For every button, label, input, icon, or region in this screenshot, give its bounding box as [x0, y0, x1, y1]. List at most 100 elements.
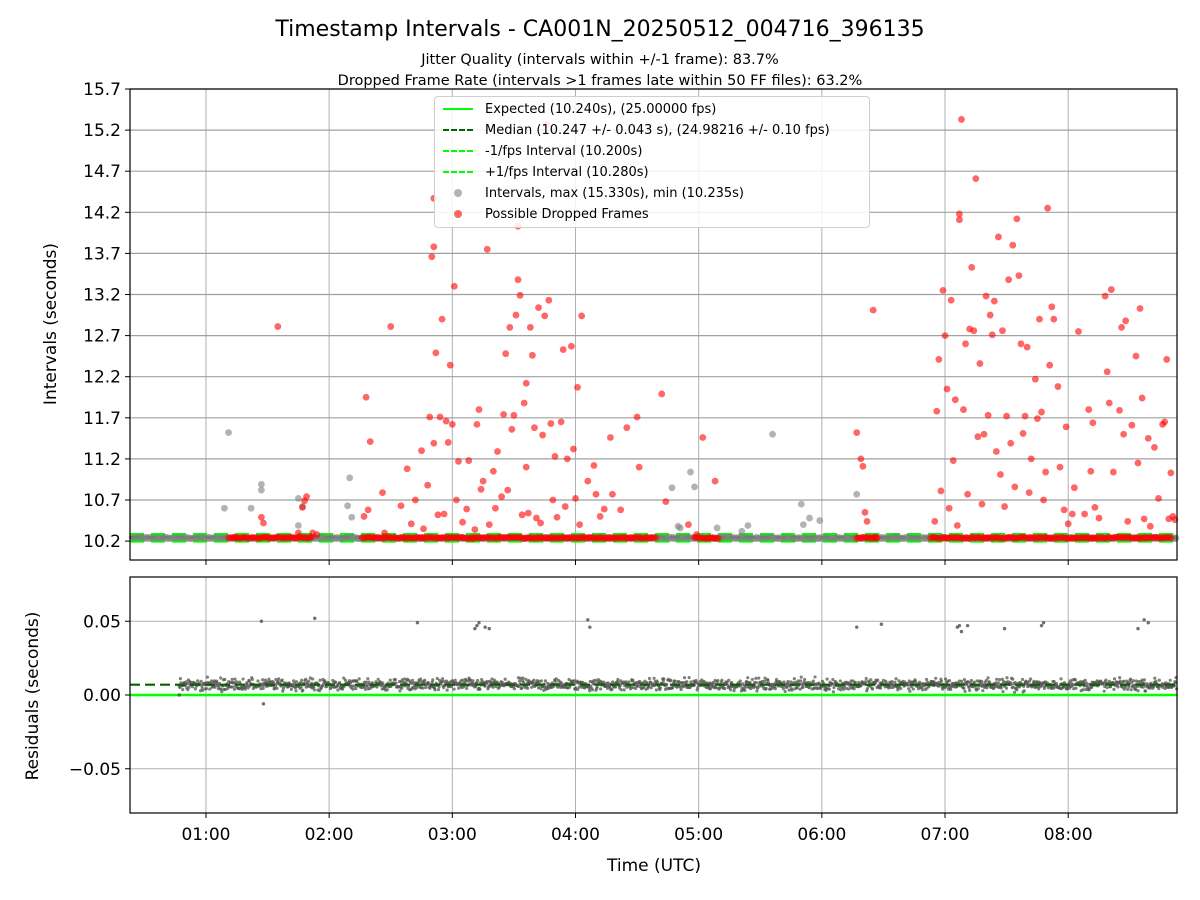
dropped-frame-point: [1038, 408, 1045, 416]
residual-point: [1015, 688, 1019, 692]
dropped-frame-point: [945, 504, 953, 512]
dropped-frame-point: [526, 323, 534, 331]
residual-point: [338, 681, 342, 685]
intervals-y-tick-label: 15.2: [83, 121, 121, 141]
residual-point: [311, 677, 315, 681]
dropped-frame-point: [576, 521, 583, 529]
dropped-frame-point: [442, 417, 450, 425]
residual-point: [1013, 680, 1017, 685]
residual-point: [521, 680, 526, 685]
interval-point: [738, 527, 746, 535]
residual-point: [853, 680, 857, 685]
residual-point: [181, 687, 185, 692]
residual-point: [1011, 677, 1015, 681]
residual-point: [754, 681, 758, 685]
x-tick-label: 07:00: [921, 825, 970, 845]
dropped-frame-point: [1027, 455, 1035, 463]
residual-point: [385, 688, 389, 692]
residual-point: [1087, 688, 1091, 692]
dropped-frame-point: [931, 517, 939, 525]
dropped-frame-point: [465, 457, 473, 464]
dropped-frame-point: [623, 424, 631, 432]
residual-point: [801, 685, 805, 689]
dropped-frame-point: [260, 519, 267, 527]
residual-point: [312, 685, 316, 689]
residual-point: [864, 676, 868, 681]
legend-dropped-label: Possible Dropped Frames: [485, 206, 649, 222]
dropped-frame-point: [976, 360, 984, 367]
residual-point: [781, 687, 786, 691]
dropped-frame-point: [1163, 356, 1171, 363]
interval-point: [799, 521, 807, 529]
residual-point: [539, 679, 544, 683]
dropped-frame-point: [463, 505, 471, 513]
dropped-frame-point: [1007, 439, 1015, 447]
residual-point: [647, 676, 652, 681]
dropped-frame-point: [1044, 204, 1052, 212]
residual-point: [431, 678, 435, 682]
residual-point: [798, 687, 802, 691]
dropped-frame-point: [360, 513, 368, 520]
residual-outlier-point: [1002, 626, 1007, 631]
dropped-frame-point: [871, 533, 879, 541]
residual-point: [852, 687, 856, 691]
residual-point: [471, 679, 475, 683]
residual-point: [235, 680, 239, 684]
residual-point: [424, 685, 428, 690]
residual-point: [294, 689, 298, 693]
legend-plus-fps-label: +1/fps Interval (10.280s): [485, 164, 649, 180]
residual-outlier-point: [879, 622, 884, 626]
dropped-frame-point: [1101, 292, 1109, 300]
dropped-frame-point: [574, 383, 581, 391]
dropped-frame-point: [518, 511, 526, 519]
residual-point: [1122, 679, 1126, 683]
residual-point: [908, 689, 912, 693]
dropped-frame-point: [444, 439, 452, 446]
dropped-frame-point: [949, 457, 957, 464]
dropped-frame-point: [1019, 430, 1027, 437]
dropped-frame-point: [572, 494, 579, 502]
residual-point: [453, 678, 457, 682]
dropped-frame-point: [693, 531, 701, 538]
residual-outlier-point: [1136, 626, 1140, 631]
intervals-y-tick-label: 13.2: [83, 285, 121, 305]
dropped-frame-point: [1107, 286, 1115, 293]
residual-point: [220, 690, 224, 694]
dropped-frame-point: [1081, 510, 1089, 518]
legend-minus-fps-label: -1/fps Interval (10.200s): [485, 143, 643, 159]
residual-point: [400, 686, 404, 690]
dropped-frame-point: [1070, 484, 1078, 492]
residual-point: [1081, 688, 1085, 692]
dropped-frame-point: [1034, 415, 1041, 423]
residual-point: [976, 687, 980, 691]
dropped-frame-point: [1060, 506, 1068, 514]
interval-point: [806, 514, 813, 522]
residual-point: [842, 687, 846, 691]
dropped-frame-baseline-point: [715, 534, 722, 542]
dropped-frame-point: [606, 434, 614, 441]
residual-point: [437, 685, 441, 689]
dropped-frame-point: [440, 510, 448, 518]
residual-point: [796, 679, 800, 683]
dropped-frame-point: [502, 350, 510, 358]
residual-point: [1112, 677, 1117, 681]
residual-point: [452, 687, 456, 691]
dropped-frame-point: [506, 323, 514, 331]
residual-point: [512, 687, 516, 691]
residual-point: [530, 685, 534, 689]
residual-outlier-point: [177, 693, 181, 697]
residual-outlier-point: [1142, 618, 1146, 622]
residual-point: [1173, 681, 1178, 685]
residual-outlier-point: [1039, 623, 1044, 628]
residual-point: [232, 687, 237, 691]
residual-point: [1132, 683, 1136, 687]
residual-point: [789, 680, 793, 684]
residual-point: [969, 678, 973, 683]
interval-point: [687, 468, 694, 476]
residual-point: [673, 679, 677, 683]
residual-point: [782, 680, 786, 684]
dropped-frame-point: [551, 453, 559, 460]
residual-outlier-point: [959, 629, 964, 634]
dropped-frame-point: [1091, 503, 1099, 511]
dropped-frame-point: [974, 433, 982, 441]
